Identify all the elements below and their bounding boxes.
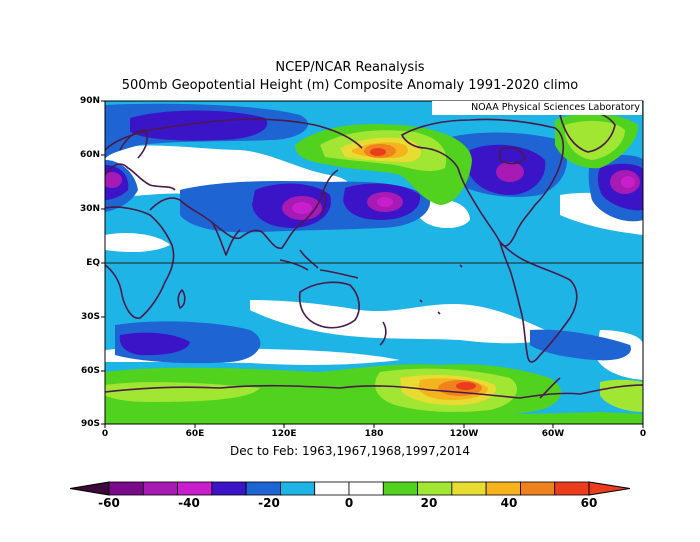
- colorbar-swatch: [280, 481, 316, 496]
- lon-label: 180: [364, 429, 384, 439]
- colorbar-swatch: [108, 481, 144, 496]
- colorbar-label: 60: [580, 496, 598, 510]
- chart-title: NCEP/NCAR Reanalysis: [275, 60, 425, 75]
- colorbar-swatch: [485, 481, 521, 496]
- lon-label: 120W: [449, 429, 479, 439]
- colorbar-swatch: [177, 481, 213, 496]
- axis-ticks: [101, 100, 644, 428]
- colorbar-swatch: [348, 481, 384, 496]
- composite-years: Dec to Feb: 1963,1967,1968,1997,2014: [230, 444, 470, 458]
- coastlines: [105, 110, 643, 399]
- colorbar-label: -60: [98, 496, 120, 510]
- lat-label: 30N: [79, 204, 100, 214]
- colorbar-label: 0: [344, 496, 354, 510]
- lat-label: 60S: [80, 366, 100, 376]
- colorbar-arrow-low: [69, 481, 110, 496]
- lon-label: 60W: [541, 429, 565, 439]
- colorbar-swatch: [211, 481, 247, 496]
- lat-label: 90N: [79, 96, 100, 106]
- lat-label: 30S: [80, 312, 100, 322]
- chart-subtitle: 500mb Geopotential Height (m) Composite …: [121, 78, 579, 93]
- colorbar-swatch: [245, 481, 281, 496]
- colorbar-swatch: [382, 481, 418, 496]
- positive-region-southern: [105, 364, 643, 424]
- lon-label: 0: [101, 429, 109, 439]
- lon-label: 120E: [271, 429, 297, 439]
- colorbar-swatch: [554, 481, 590, 496]
- colorbar-arrow-high: [588, 481, 631, 496]
- colorbar-label: -20: [258, 496, 280, 510]
- lat-label: EQ: [86, 258, 100, 268]
- lon-label: 60E: [185, 429, 205, 439]
- lat-label: 60N: [79, 150, 100, 160]
- lab-label: NOAA Physical Sciences Laboratory: [432, 101, 642, 115]
- colorbar-label: -40: [178, 496, 200, 510]
- colorbar-label: 20: [420, 496, 438, 510]
- colorbar-label: 40: [500, 496, 518, 510]
- colorbar-swatch: [142, 481, 178, 496]
- colorbar-swatch: [520, 481, 556, 496]
- lon-label: 0: [639, 429, 647, 439]
- colorbar-swatch: [417, 481, 453, 496]
- colorbar-swatch: [314, 481, 350, 496]
- lat-label: 90S: [80, 419, 100, 429]
- positive-region-north-atlantic: [555, 113, 639, 169]
- colorbar-swatch: [451, 481, 487, 496]
